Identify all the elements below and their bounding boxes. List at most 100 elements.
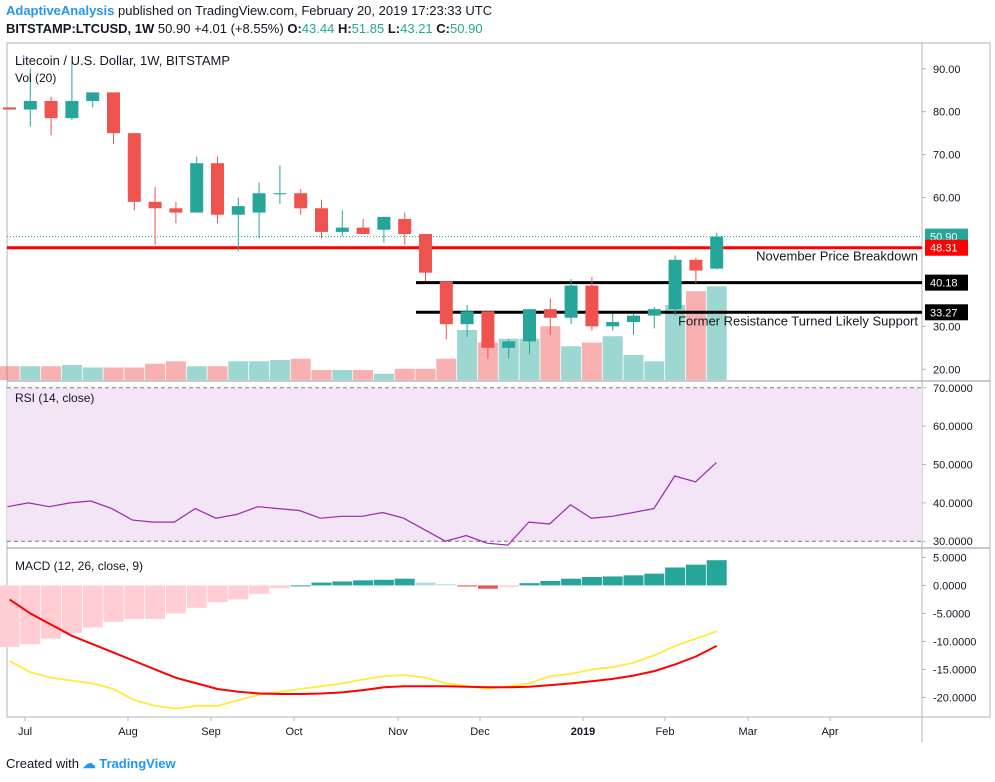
price-tick-label: 80.00 — [933, 107, 961, 119]
time-tick-label: 2019 — [571, 726, 595, 738]
macd-histogram-bar — [602, 576, 623, 586]
time-tick-label: Mar — [739, 726, 758, 738]
rsi-tick-label: 30.0000 — [933, 536, 973, 548]
macd-histogram-bar — [457, 585, 478, 587]
candle-body — [148, 201, 162, 209]
macd-histogram-bar — [124, 585, 145, 619]
price-change: +4.01 (+8.55%) — [194, 21, 284, 36]
candle-body — [231, 206, 245, 215]
candle-body — [252, 193, 266, 213]
candle-body — [564, 285, 578, 318]
candle-body — [647, 309, 661, 316]
macd-signal-line — [9, 630, 717, 710]
candle-body — [335, 227, 349, 232]
macd-tick-label: -10.0000 — [933, 636, 976, 648]
macd-histogram-bar — [436, 584, 457, 586]
volume-bar — [415, 368, 436, 380]
macd-histogram-bar — [228, 585, 249, 600]
candle-body — [107, 92, 120, 134]
macd-histogram-bar — [290, 585, 311, 587]
volume-bar — [186, 366, 207, 380]
time-tick-label: Dec — [470, 726, 490, 738]
last-price: 50.90 — [157, 21, 191, 36]
macd-histogram-bar — [41, 585, 62, 639]
macd-histogram-bar — [623, 575, 644, 586]
candle-body — [668, 259, 682, 310]
volume-bar — [165, 361, 186, 380]
time-tick-label: Aug — [118, 726, 138, 738]
price-tick-label: 70.00 — [933, 150, 961, 162]
candle-body — [585, 285, 599, 327]
volume-bar — [145, 363, 166, 380]
macd-histogram-bar — [519, 583, 540, 586]
candle-body — [23, 100, 37, 110]
macd-histogram-bar — [269, 585, 290, 589]
candle-body — [419, 234, 432, 273]
macd-histogram-bar — [0, 585, 20, 647]
candle-body — [190, 163, 204, 213]
candle-body — [44, 100, 58, 119]
macd-histogram-bar — [103, 585, 124, 622]
volume-bar — [124, 367, 145, 380]
volume-bar — [353, 370, 374, 380]
macd-histogram-bar — [82, 585, 103, 628]
tradingview-brand: TradingView — [99, 756, 176, 771]
candle-body — [627, 315, 640, 323]
candle-body — [211, 163, 224, 215]
candle-body — [689, 259, 703, 271]
volume-bar — [103, 367, 124, 380]
volume-bar — [540, 326, 561, 380]
candle-body — [3, 107, 16, 110]
candle-body — [377, 216, 391, 230]
volume-bar — [498, 338, 519, 380]
volume-bar — [457, 330, 478, 380]
price-tick-label: 30.00 — [933, 321, 961, 333]
candle-body — [86, 92, 100, 101]
volume-bar — [332, 370, 353, 380]
macd-histogram-bar — [20, 585, 41, 645]
price-tick-label: 60.00 — [933, 193, 961, 205]
macd-histogram-bar — [186, 585, 207, 608]
open-value: 43.44 — [301, 21, 335, 36]
rsi-tick-label: 50.0000 — [933, 460, 973, 472]
author-link[interactable]: AdaptiveAnalysis — [6, 3, 115, 18]
rsi-band — [7, 387, 922, 542]
macd-line — [8, 598, 718, 695]
tradingview-logo[interactable]: ☁ TradingView — [82, 756, 176, 771]
rsi-tick-label: 70.0000 — [933, 383, 973, 395]
volume-bar — [20, 366, 41, 380]
time-tick-label: Feb — [656, 726, 675, 738]
candle-body — [169, 208, 183, 213]
macd-histogram-bar — [540, 580, 561, 586]
candle-body — [502, 341, 516, 348]
open-label: O: — [287, 21, 302, 36]
macd-tick-label: -15.0000 — [933, 664, 976, 676]
macd-histogram-bar — [477, 585, 498, 589]
close-value: 50.90 — [450, 21, 483, 36]
volume-bar — [207, 366, 228, 380]
volume-bar — [61, 365, 82, 380]
volume-bar — [373, 373, 394, 380]
macd-histogram-bar — [706, 560, 727, 586]
macd-histogram-bar — [311, 582, 332, 586]
candle-body — [523, 309, 536, 342]
macd-histogram-bar — [207, 585, 228, 603]
low-label: L: — [387, 21, 401, 36]
macd-histogram-bar — [394, 578, 415, 586]
time-tick-label: Oct — [285, 726, 302, 738]
chart-title: Litecoin / U.S. Dollar, 1W, BITSTAMP — [15, 53, 230, 68]
volume-bar — [436, 358, 457, 380]
macd-tick-label: -20.0000 — [933, 692, 976, 704]
macd-histogram-bar — [145, 585, 166, 619]
macd-tick-label: 0.0000 — [933, 580, 967, 592]
level-badge: 33.27 — [930, 307, 958, 319]
volume-bar — [665, 305, 686, 380]
candle-body — [315, 208, 328, 232]
level-badge-bg — [925, 239, 968, 256]
low-value: 43.21 — [400, 21, 433, 36]
volume-bar — [685, 291, 706, 380]
level-badge: 40.18 — [930, 278, 958, 290]
candle-body — [127, 133, 141, 202]
volume-bar — [706, 286, 727, 380]
